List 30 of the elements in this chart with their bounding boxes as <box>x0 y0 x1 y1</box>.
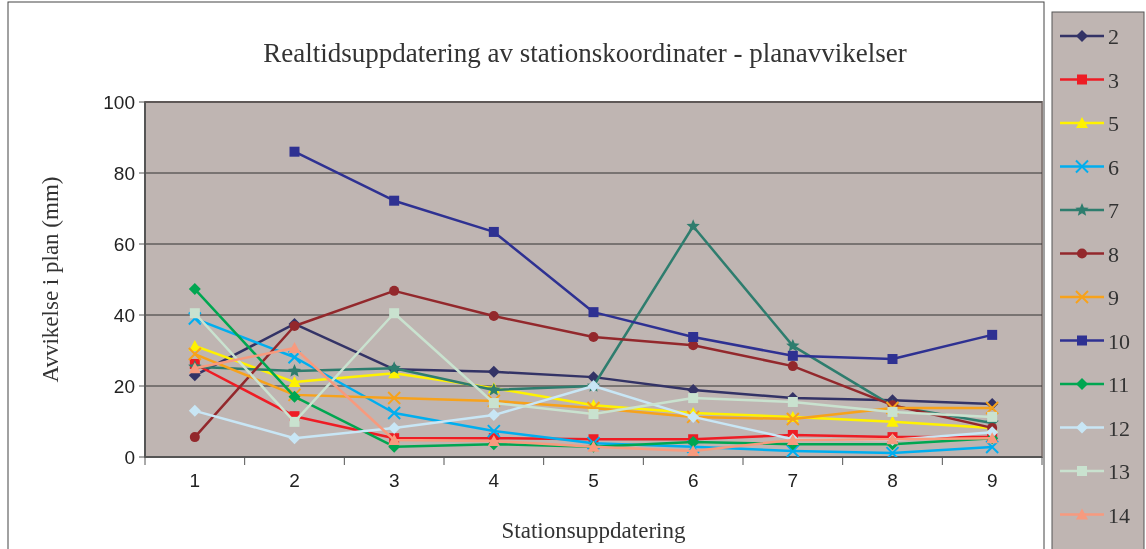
legend-label: 8 <box>1108 241 1119 267</box>
y-tick-label: 40 <box>113 304 135 326</box>
y-tick-label: 80 <box>113 162 135 184</box>
x-tick-label: 4 <box>488 470 500 491</box>
y-tick-label: 20 <box>113 375 135 397</box>
legend-label: 9 <box>1108 285 1119 310</box>
x-tick-label: 2 <box>289 470 300 491</box>
legend-label: 2 <box>1108 24 1119 49</box>
x-tick-label: 8 <box>887 470 898 491</box>
x-tick-label: 7 <box>787 470 799 491</box>
legend-label: 10 <box>1108 328 1130 354</box>
legend-label: 7 <box>1108 198 1119 223</box>
legend-label: 3 <box>1108 67 1119 93</box>
x-tick-label: 3 <box>388 470 400 491</box>
legend-label: 6 <box>1108 154 1119 180</box>
x-tick-label: 1 <box>189 470 201 491</box>
x-tick-label: 9 <box>986 470 998 491</box>
x-axis-title: Stationsuppdatering <box>501 518 686 543</box>
y-tick-label: 0 <box>124 446 135 468</box>
x-tick-label: 5 <box>588 470 599 491</box>
y-tick-label: 100 <box>103 91 135 113</box>
y-tick-label: 60 <box>113 233 135 255</box>
x-tick-label: 6 <box>687 470 699 491</box>
legend-label: 5 <box>1108 111 1119 136</box>
y-axis-title: Avvikelse i plan (mm) <box>38 176 63 383</box>
legend-label: 11 <box>1108 372 1130 397</box>
legend-label: 14 <box>1108 502 1130 528</box>
chart-title: Realtidsuppdatering av stationskoordinater - planavvikelser <box>263 38 907 68</box>
legend-label: 13 <box>1108 459 1130 484</box>
legend-label: 12 <box>1108 415 1130 441</box>
